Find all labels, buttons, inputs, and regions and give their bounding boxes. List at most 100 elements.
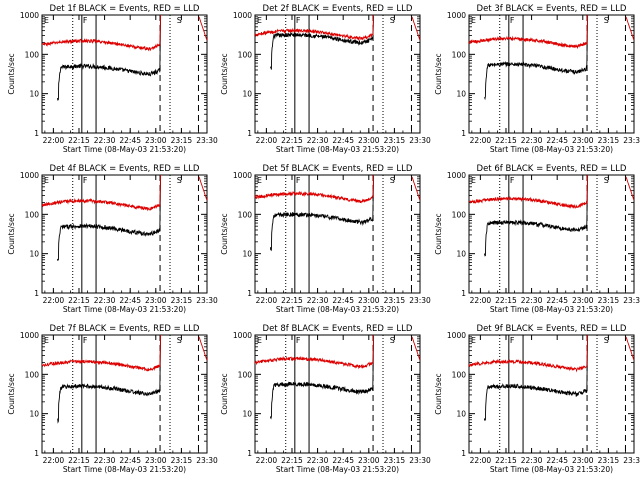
y-tick-label: 100: [238, 370, 253, 379]
series-line: [269, 176, 375, 252]
flag-label: F: [83, 16, 88, 25]
chart-panel: Det 8f BLACK = Events, RED = LLD 1 10 100 10…: [220, 324, 431, 474]
x-tick-label: 22:00: [256, 296, 278, 305]
x-axis-label: Start Time (08-May-03 21:53:20): [63, 465, 186, 474]
series-line: [42, 335, 162, 372]
x-tick-label: 22:00: [43, 136, 65, 145]
x-tick-label: 23:30: [409, 456, 431, 465]
y-tick-label: 10: [456, 410, 466, 419]
series-line: [56, 176, 162, 261]
x-tick-label: 22:45: [332, 136, 354, 145]
series-line: [57, 336, 162, 424]
x-tick-label: 22:30: [94, 296, 116, 305]
y-tick-label: 1000: [447, 331, 466, 340]
x-tick-label: 22:45: [119, 456, 141, 465]
x-tick-label: 22:45: [119, 136, 141, 145]
x-tick-label: 23:00: [145, 296, 167, 305]
x-tick-label: 22:45: [546, 296, 568, 305]
y-tick-label: 100: [25, 50, 40, 59]
x-tick-label: 22:30: [94, 456, 116, 465]
y-tick-label: 1000: [447, 11, 466, 20]
y-tick-label: 100: [238, 210, 253, 219]
x-tick-label: 22:45: [546, 456, 568, 465]
y-tick-label: 100: [25, 370, 40, 379]
x-tick-label: 23:15: [598, 296, 620, 305]
y-axis-label: Counts/sec: [220, 373, 229, 414]
x-axis-label: Start Time (08-May-03 21:53:20): [63, 305, 186, 314]
flag-label: F: [510, 16, 515, 25]
plot-frame: [41, 334, 208, 454]
y-tick-label: 1: [34, 289, 39, 298]
x-tick-label: 23:00: [145, 456, 167, 465]
x-tick-label: 22:45: [546, 136, 568, 145]
x-tick-label: 23:00: [145, 136, 167, 145]
series-line: [255, 175, 375, 204]
y-axis-label: Counts/sec: [434, 373, 443, 414]
x-tick-label: 22:00: [470, 136, 492, 145]
x-tick-label: 22:00: [43, 456, 65, 465]
x-tick-label: 23:00: [358, 296, 380, 305]
series-line: [625, 336, 634, 361]
x-tick-label: 22:45: [119, 296, 141, 305]
flag-label: E: [257, 16, 262, 25]
x-tick-label: 22:45: [332, 296, 354, 305]
x-tick-label: 22:00: [470, 456, 492, 465]
flag-label: S: [604, 336, 609, 345]
flag-label: F: [83, 336, 88, 345]
x-tick-label: 23:15: [171, 456, 193, 465]
series-line: [625, 16, 634, 41]
x-axis-label: Start Time (08-May-03 21:53:20): [490, 145, 613, 154]
chart-panel: Det 7f BLACK = Events, RED = LLD 1 10 100 10…: [7, 324, 218, 474]
y-tick-label: 1000: [233, 331, 252, 340]
plot-frame: [468, 174, 635, 294]
flag-label: S: [604, 16, 609, 25]
x-tick-label: 23:00: [572, 456, 594, 465]
series-line: [625, 176, 634, 201]
x-axis-label: Start Time (08-May-03 21:53:20): [276, 145, 399, 154]
x-tick-label: 23:00: [572, 136, 594, 145]
x-axis-label: Start Time (08-May-03 21:53:20): [490, 305, 613, 314]
flag-label: E: [44, 336, 49, 345]
series-line: [269, 336, 375, 420]
x-tick-label: 22:15: [68, 296, 90, 305]
x-tick-label: 22:30: [521, 296, 543, 305]
chart-title: Det 3f BLACK = Events, RED = LLD: [477, 4, 627, 14]
flag-label: S: [177, 176, 182, 185]
y-axis-label: Counts/sec: [7, 373, 16, 414]
chart-panel: Det 1f BLACK = Events, RED = LLD 1 10 100 10…: [7, 4, 218, 154]
series-line: [469, 15, 589, 50]
y-tick-label: 100: [452, 210, 467, 219]
y-tick-label: 100: [452, 50, 467, 59]
x-tick-label: 22:15: [281, 136, 303, 145]
y-tick-label: 1000: [20, 11, 39, 20]
x-tick-label: 23:30: [409, 136, 431, 145]
y-tick-label: 1: [247, 289, 252, 298]
chart-panel: Det 9f BLACK = Events, RED = LLD 1 10 100 10…: [434, 324, 640, 474]
flag-label: S: [604, 176, 609, 185]
x-tick-label: 22:30: [307, 136, 329, 145]
flag-label: S: [177, 336, 182, 345]
flag-label: F: [296, 176, 301, 185]
x-axis-label: Start Time (08-May-03 21:53:20): [276, 465, 399, 474]
chart-title: Det 4f BLACK = Events, RED = LLD: [50, 164, 200, 174]
series-line: [198, 16, 207, 41]
plot-frame: [254, 174, 421, 294]
flag-label: S: [390, 176, 395, 185]
x-tick-label: 23:30: [623, 456, 640, 465]
flag-label: E: [257, 176, 262, 185]
series-line: [42, 15, 162, 52]
x-tick-label: 22:00: [470, 296, 492, 305]
series-line: [198, 176, 207, 201]
chart-title: Det 2f BLACK = Events, RED = LLD: [263, 4, 413, 14]
plot-frame: [41, 14, 208, 134]
x-tick-label: 22:30: [307, 456, 329, 465]
plot-frame: [41, 174, 208, 294]
plot-frame: [254, 334, 421, 454]
x-tick-label: 23:15: [171, 136, 193, 145]
x-tick-label: 23:15: [171, 296, 193, 305]
y-tick-label: 1: [461, 449, 466, 458]
x-tick-label: 23:00: [358, 456, 380, 465]
x-tick-label: 22:15: [495, 136, 517, 145]
x-tick-label: 22:15: [68, 456, 90, 465]
